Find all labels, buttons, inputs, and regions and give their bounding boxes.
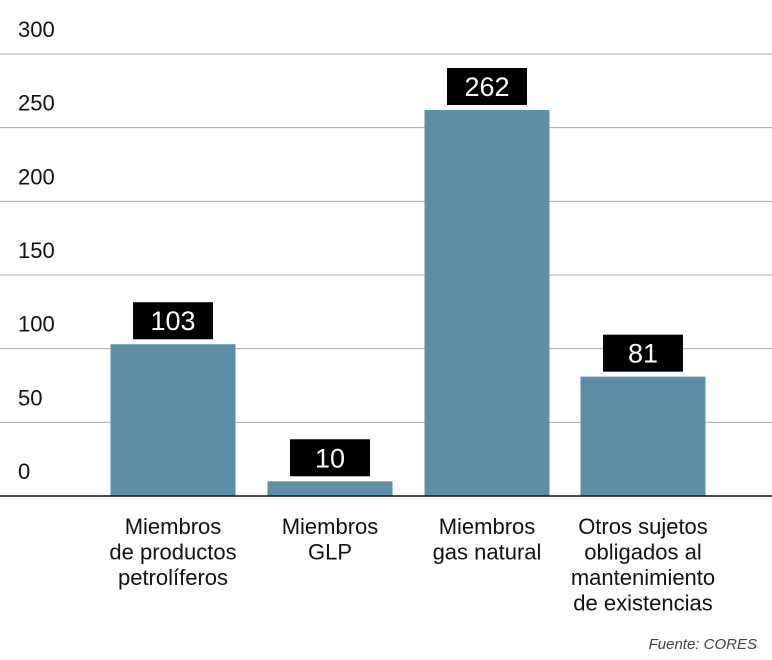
bar <box>580 376 706 496</box>
value-label-text: 103 <box>150 306 195 336</box>
category-label-line: de existencias <box>573 591 712 616</box>
category-label-line: de productos <box>109 540 236 565</box>
value-label-box <box>447 67 527 105</box>
bar <box>424 109 550 496</box>
category-label-line: Miembros <box>439 514 536 539</box>
y-tick-label: 300 <box>18 17 55 42</box>
category-label-line: obligados al <box>584 540 701 565</box>
category-label: Miembros GLP <box>282 514 379 565</box>
value-label-box <box>603 334 683 372</box>
value-label-box <box>133 302 213 340</box>
y-tick-label: 50 <box>18 385 42 410</box>
y-tick-label: 150 <box>18 238 55 263</box>
y-tick-label: 200 <box>18 164 55 189</box>
category-label: Otros sujetos obligados al mantenimiento de… <box>571 514 715 616</box>
bar <box>267 481 393 496</box>
value-label: 10 <box>290 439 370 477</box>
value-label-text: 10 <box>315 443 345 473</box>
category-label-line: Otros sujetos <box>578 514 708 539</box>
category-label-line: mantenimiento <box>571 565 715 590</box>
bars <box>110 109 706 496</box>
category-label-line: gas natural <box>433 540 542 565</box>
category-labels: Miembros de productos petrolíferosMiembros… <box>109 514 715 616</box>
y-tick-label: 250 <box>18 91 55 116</box>
value-label-text: 262 <box>464 72 509 102</box>
category-label-line: Miembros <box>282 514 379 539</box>
bar <box>110 344 236 496</box>
y-tick-label: 100 <box>18 312 55 337</box>
category-label-line: Miembros <box>125 514 222 539</box>
category-label-line: GLP <box>308 540 352 565</box>
value-label: 262 <box>447 67 527 105</box>
value-labels: 103 10 262 81 <box>133 67 683 477</box>
value-label: 103 <box>133 302 213 340</box>
value-label-text: 81 <box>628 339 658 369</box>
category-label: Miembros gas natural <box>433 514 542 565</box>
category-label: Miembros de productos petrolíferos <box>109 514 236 590</box>
y-axis-ticks: 0 50 100 150 200 250 300 <box>18 17 55 484</box>
y-tick-label: 0 <box>18 459 30 484</box>
value-label: 81 <box>603 334 683 372</box>
source-note: Fuente: CORES <box>649 636 757 653</box>
category-label-line: petrolíferos <box>118 565 228 590</box>
value-label-box <box>290 439 370 477</box>
